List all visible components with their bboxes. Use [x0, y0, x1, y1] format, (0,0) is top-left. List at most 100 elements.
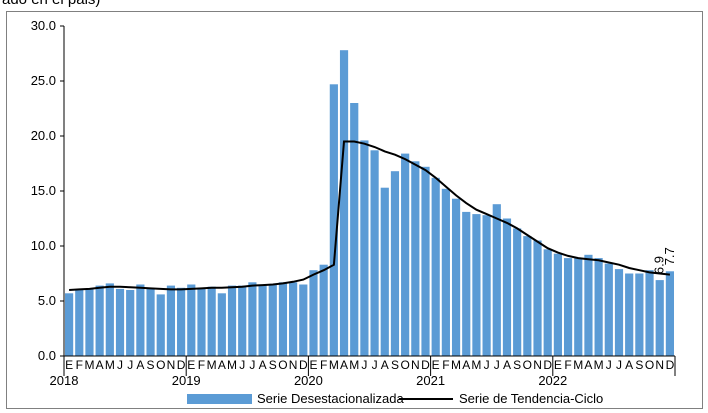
month-label: M: [84, 358, 94, 372]
bar: [115, 288, 125, 356]
month-label: A: [259, 358, 267, 372]
bar: [238, 285, 247, 356]
month-label: S: [513, 358, 521, 372]
month-label: E: [187, 358, 195, 372]
month-label: F: [564, 358, 571, 372]
bar: [441, 188, 450, 356]
year-label: 2021: [416, 373, 445, 388]
bar: [166, 285, 176, 356]
month-label: O: [156, 358, 165, 372]
bar: [665, 271, 674, 356]
y-tick-label: 30.0: [31, 18, 56, 33]
bar: [319, 264, 328, 356]
month-label: N: [533, 358, 542, 372]
month-label: N: [289, 358, 298, 372]
header-text: ado en el pais): [2, 0, 100, 8]
month-label: J: [249, 358, 255, 372]
y-tick-label: 0.0: [38, 348, 56, 363]
bar: [482, 215, 491, 356]
bar: [635, 273, 644, 356]
month-label: A: [96, 358, 104, 372]
month-label: O: [400, 358, 409, 372]
month-label: D: [543, 358, 552, 372]
bar: [299, 284, 308, 356]
month-label: A: [340, 358, 348, 372]
bar: [625, 273, 634, 356]
month-label: D: [666, 358, 675, 372]
bar: [370, 150, 379, 356]
year-label: 2018: [50, 373, 79, 388]
month-label: F: [442, 358, 449, 372]
month-label: J: [361, 358, 367, 372]
bar: [380, 187, 389, 356]
bar: [421, 166, 430, 356]
bar: [258, 284, 267, 356]
month-label: N: [411, 358, 420, 372]
month-label: A: [584, 358, 592, 372]
month-label: J: [372, 358, 378, 372]
bar: [594, 258, 603, 356]
data-label: 6.9: [652, 256, 667, 274]
bar: [492, 204, 501, 356]
data-label: 7.7: [662, 247, 677, 265]
month-label: E: [309, 358, 317, 372]
legend-label-trend: Serie de Tendencia-Ciclo: [459, 391, 603, 406]
chart-area: 0.0 5.0 10.0 15.0 20.0 25.0 30.0 E F M A M J J A S O N D 20…: [6, 11, 703, 409]
y-tick-label: 20.0: [31, 128, 56, 143]
month-label: J: [127, 358, 133, 372]
bar: [207, 286, 216, 356]
bar: [248, 282, 257, 356]
bar: [156, 294, 165, 356]
bar: [227, 285, 237, 356]
month-label: S: [147, 358, 155, 372]
month-label: F: [198, 358, 205, 372]
month-label: E: [432, 358, 440, 372]
month-label: M: [471, 358, 481, 372]
bar: [197, 288, 206, 356]
year-label: 2020: [294, 373, 323, 388]
month-label: A: [136, 358, 144, 372]
bar: [523, 236, 532, 356]
bar: [563, 258, 573, 356]
legend-swatch-bars: [187, 394, 252, 404]
bar: [85, 288, 94, 356]
month-label: O: [523, 358, 532, 372]
month-label: M: [451, 358, 461, 372]
bar: [350, 103, 359, 356]
month-label: S: [635, 358, 643, 372]
bar: [401, 153, 410, 356]
month-label: M: [573, 358, 583, 372]
y-tick-label: 25.0: [31, 73, 56, 88]
bar: [289, 282, 298, 356]
bar: [95, 285, 104, 356]
month-label: D: [299, 358, 308, 372]
month-label: S: [391, 358, 399, 372]
month-label: A: [381, 358, 389, 372]
bar: [187, 284, 196, 356]
bar: [431, 177, 440, 356]
chart-svg: 0.05.010.015.020.025.030.0E F M A M J J A S O N D20…: [31, 18, 677, 406]
bar: [451, 198, 461, 356]
bar: [462, 211, 471, 356]
bar: [614, 269, 624, 356]
bar: [126, 290, 135, 356]
month-label: J: [239, 358, 245, 372]
month-label: M: [349, 358, 359, 372]
month-label: A: [503, 358, 511, 372]
month-label: A: [625, 358, 633, 372]
bar: [217, 293, 226, 356]
month-label: M: [105, 358, 115, 372]
bar: [146, 288, 155, 356]
bar: [645, 270, 654, 356]
month-label: M: [594, 358, 604, 372]
bar: [309, 270, 318, 356]
month-label: F: [76, 358, 83, 372]
bar: [574, 258, 583, 356]
month-label: N: [655, 358, 664, 372]
bar: [329, 84, 338, 357]
bar: [472, 214, 481, 356]
month-label: J: [616, 358, 622, 372]
year-label: 2019: [172, 373, 201, 388]
bar: [513, 228, 522, 356]
month-label: A: [218, 358, 226, 372]
